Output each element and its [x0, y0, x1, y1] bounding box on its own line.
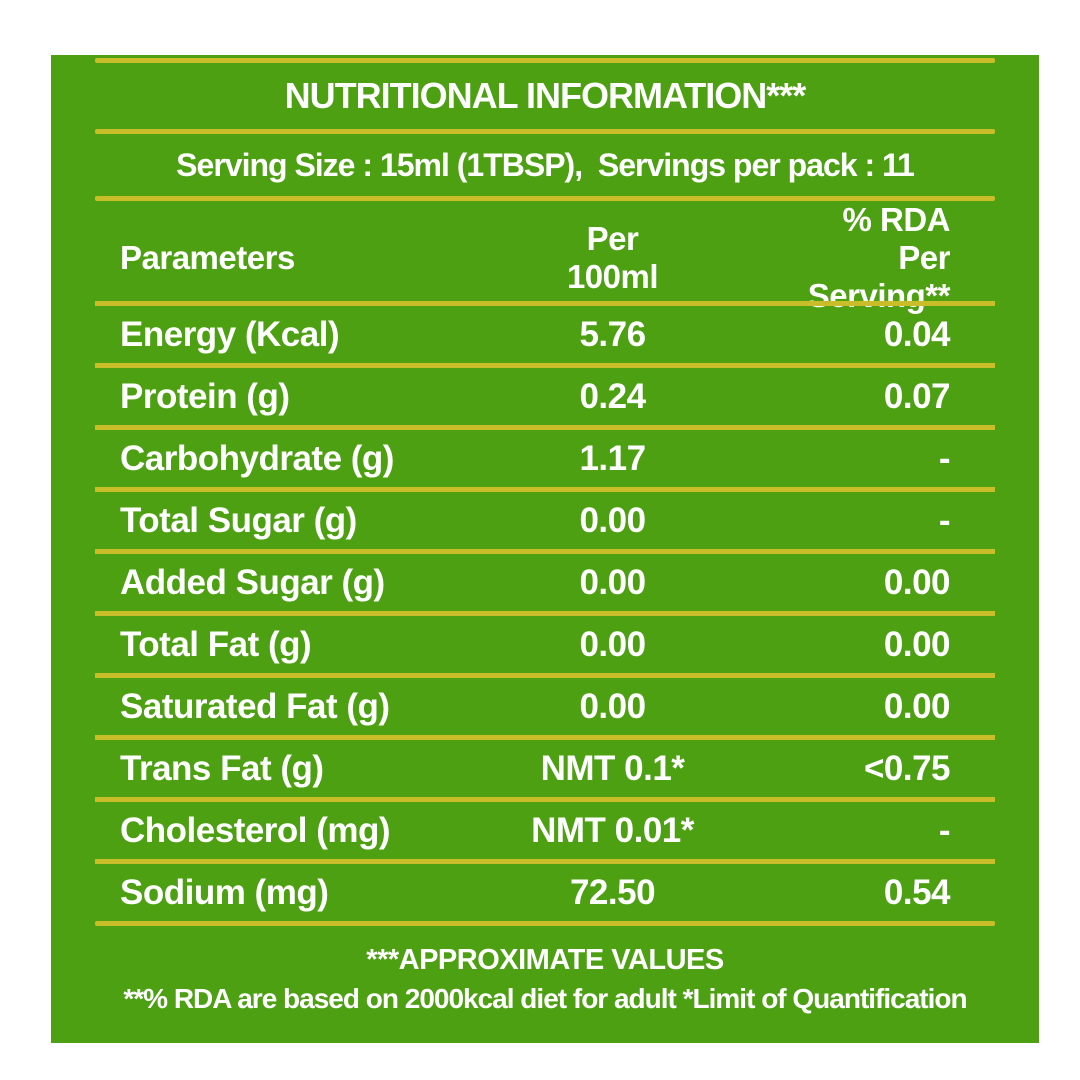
row-rda: 0.07 [883, 376, 951, 416]
row-label: Saturated Fat (g) [120, 686, 390, 726]
nutrition-facts-panel: NUTRITIONAL INFORMATION*** Serving Size … [51, 55, 1039, 1043]
row-label: Trans Fat (g) [120, 748, 324, 788]
table-row-saturated-fat: Saturated Fat (g) 0.00 0.00 [95, 673, 995, 735]
column-header-rda-line2: Per Serving** [807, 238, 951, 314]
row-per-100ml: 0.00 [579, 686, 646, 726]
table-header-row: Parameters Per 100ml % RDA Per Serving** [95, 201, 995, 314]
table-row-total-sugar: Total Sugar (g) 0.00 - [95, 487, 995, 549]
row-per-100ml: 0.24 [579, 376, 646, 416]
column-header-per-100ml: Per 100ml [473, 220, 752, 296]
table-row-protein: Protein (g) 0.24 0.07 [95, 363, 995, 425]
row-per-100ml: 0.00 [579, 624, 646, 664]
row-rda: 0.54 [883, 872, 951, 912]
row-label: Protein (g) [120, 376, 290, 416]
row-rda: - [938, 438, 951, 478]
table-row-total-fat: Total Fat (g) 0.00 0.00 [95, 611, 995, 673]
row-label: Added Sugar (g) [120, 562, 385, 602]
column-header-parameters: Parameters [120, 238, 295, 276]
table-row-sodium: Sodium (mg) 72.50 0.54 [95, 859, 995, 921]
row-rda: 0.00 [883, 686, 951, 726]
column-header-per-100ml-line1: Per [586, 219, 639, 257]
row-label: Total Fat (g) [120, 624, 312, 664]
row-label: Energy (Kcal) [120, 314, 340, 354]
table-row-cholesterol: Cholesterol (mg) NMT 0.01* - [95, 797, 995, 859]
row-label: Cholesterol (mg) [120, 810, 391, 850]
row-rda: - [938, 810, 951, 850]
divider-top [95, 58, 995, 63]
row-per-100ml: NMT 0.01* [531, 810, 694, 850]
footnotes: ***APPROXIMATE VALUES **% RDA are based … [95, 926, 995, 1043]
row-rda: - [938, 500, 951, 540]
column-header-rda: % RDA Per Serving** [752, 201, 995, 315]
panel-title: NUTRITIONAL INFORMATION*** [284, 75, 807, 116]
row-label: Total Sugar (g) [120, 500, 357, 540]
column-header-rda-line1: % RDA [842, 201, 950, 238]
footnote-approximate-values: ***APPROXIMATE VALUES [366, 944, 724, 976]
table-row-energy: Energy (Kcal) 5.76 0.04 [95, 301, 995, 363]
row-per-100ml: 72.50 [569, 872, 656, 912]
row-per-100ml: 5.76 [579, 314, 646, 354]
divider-below-title [95, 129, 995, 134]
row-rda: 0.00 [883, 624, 951, 664]
table-row-trans-fat: Trans Fat (g) NMT 0.1* <0.75 [95, 735, 995, 797]
serving-info: Serving Size : 15ml (1TBSP), Servings pe… [176, 146, 915, 183]
divider-below-table [95, 921, 995, 926]
row-label: Sodium (mg) [120, 872, 329, 912]
row-label: Carbohydrate (g) [120, 438, 394, 478]
row-per-100ml: 0.00 [579, 500, 646, 540]
title-row: NUTRITIONAL INFORMATION*** [95, 63, 995, 129]
table-row-added-sugar: Added Sugar (g) 0.00 0.00 [95, 549, 995, 611]
divider-below-serving [95, 196, 995, 201]
row-rda: 0.04 [883, 314, 951, 354]
table-body: Energy (Kcal) 5.76 0.04 Protein (g) 0.24… [95, 301, 995, 921]
row-rda: <0.75 [863, 748, 951, 788]
row-per-100ml: 0.00 [579, 562, 646, 602]
footnote-rda-basis: **% RDA are based on 2000kcal diet for a… [123, 983, 967, 1014]
row-per-100ml: 1.17 [579, 438, 646, 478]
column-header-per-100ml-line2: 100ml [566, 257, 659, 295]
table-row-carbohydrate: Carbohydrate (g) 1.17 - [95, 425, 995, 487]
row-per-100ml: NMT 0.1* [540, 748, 685, 788]
serving-row: Serving Size : 15ml (1TBSP), Servings pe… [95, 134, 995, 196]
row-rda: 0.00 [883, 562, 951, 602]
